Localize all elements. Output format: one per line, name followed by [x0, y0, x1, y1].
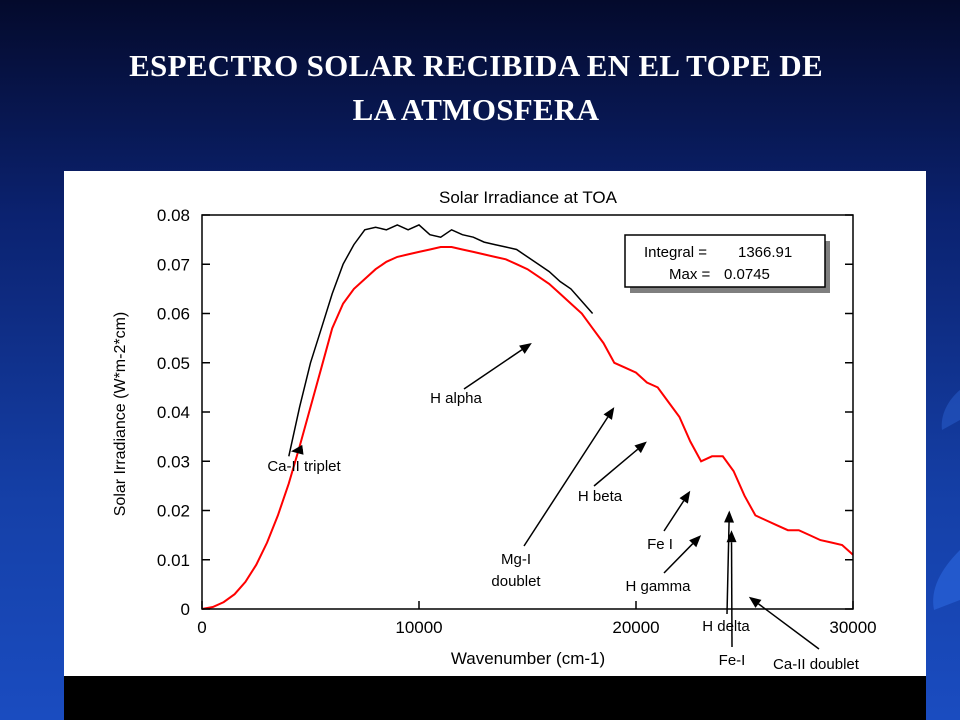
decorative-wave [933, 390, 960, 610]
annotation-label: doublet [491, 573, 541, 590]
annotation-label: Ca-II triplet [267, 458, 341, 475]
y-tick-label: 0.02 [157, 502, 190, 521]
stats-box: Integral = 1366.91 Max = 0.0745 [624, 234, 830, 293]
x-tick-label: 30000 [829, 618, 876, 637]
ticks-layer: 0 10000 20000 30000 0 0.01 0.02 0.03 0.04 0.05 0.0… [157, 206, 877, 637]
x-axis-label: Wavenumber (cm-1) [451, 649, 605, 668]
y-tick-label: 0.07 [157, 255, 190, 274]
x-tick-label: 20000 [612, 618, 659, 637]
annotation-arrowhead [689, 535, 702, 548]
annotation-label: Mg-I [501, 551, 531, 568]
annotation-label: Fe-I [719, 652, 746, 669]
annotation-label: Fe I [647, 536, 673, 553]
annotation-arrowhead [724, 510, 735, 523]
series-line-red [201, 246, 854, 610]
annotation-arrowhead [290, 444, 304, 455]
annotation-arrow-line [463, 349, 523, 390]
y-tick-label: 0.05 [157, 354, 190, 373]
chart-title: Solar Irradiance at TOA [439, 188, 618, 207]
bottom-band [64, 676, 926, 720]
y-tick-label: 0 [181, 600, 190, 619]
annotation-label: H gamma [625, 578, 691, 595]
integral-label: Integral = [644, 244, 707, 261]
slide-title-line1: ESPECTRO SOLAR RECIBIDA EN EL TOPE DE [129, 48, 823, 83]
y-tick-label: 0.04 [157, 403, 190, 422]
y-tick-label: 0.03 [157, 452, 190, 471]
integral-value: 1366.91 [738, 244, 792, 261]
annotation-arrowhead [519, 343, 532, 354]
y-tick-label: 0.01 [157, 551, 190, 570]
series-layer [201, 224, 854, 610]
y-tick-label: 0.06 [157, 305, 190, 324]
series-line-black [288, 224, 594, 457]
annotation-arrow-line [523, 416, 609, 547]
max-label: Max = [669, 266, 711, 283]
annotation-arrowhead [603, 407, 615, 420]
annotation-arrowhead [679, 490, 691, 504]
annotation-arrow-line [758, 603, 820, 650]
slide-title: ESPECTRO SOLAR RECIBIDA EN EL TOPE DE LA… [0, 44, 952, 132]
annotation-label: H delta [702, 618, 750, 635]
annotations-layer: Ca-II triplet H alpha Mg-I doublet H beta Fe … [267, 343, 860, 673]
annotation-arrowhead [634, 441, 647, 454]
max-value: 0.0745 [724, 266, 770, 283]
x-tick-label: 10000 [395, 618, 442, 637]
annotation-arrow-line [593, 448, 639, 487]
annotation-arrow-line [726, 522, 730, 615]
slide-title-line2: LA ATMOSFERA [352, 92, 600, 127]
annotation-arrowhead [726, 530, 737, 543]
chart-frame: Solar Irradiance at TOA Wavenumber (cm-1… [64, 171, 926, 720]
irradiance-chart: Solar Irradiance at TOA Wavenumber (cm-1… [112, 188, 877, 673]
y-tick-label: 0.08 [157, 206, 190, 225]
annotation-arrowhead [748, 596, 762, 608]
annotation-arrow-line [663, 543, 694, 574]
annotation-label: Ca-II doublet [773, 656, 860, 673]
annotation-arrow-line [663, 500, 685, 532]
y-axis-label: Solar Irradiance (W*m-2*cm) [112, 312, 129, 516]
annotation-label: H alpha [430, 390, 482, 407]
annotation-label: H beta [578, 488, 623, 505]
x-tick-label: 0 [197, 618, 206, 637]
